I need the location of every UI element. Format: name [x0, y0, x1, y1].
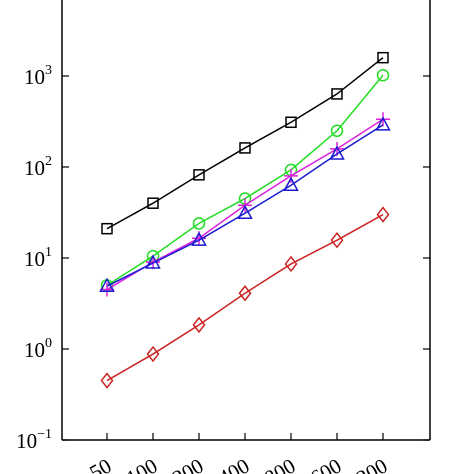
marker — [239, 142, 251, 154]
marker — [237, 204, 253, 220]
series-line — [106, 124, 384, 287]
y-tick-exponent: 0 — [45, 336, 52, 351]
marker — [100, 372, 114, 389]
marker — [192, 316, 206, 334]
marker — [375, 116, 391, 131]
marker — [238, 285, 252, 302]
series-line — [106, 213, 384, 382]
marker — [284, 255, 298, 273]
marker — [376, 206, 390, 223]
y-tick-base: 10 — [24, 247, 45, 271]
x-tick-label: 50 — [85, 454, 115, 474]
y-tick-base: 10 — [24, 156, 45, 180]
marker — [147, 197, 159, 209]
x-tick-label: 1600 — [297, 454, 345, 474]
x-tick-label: 3200 — [343, 454, 391, 474]
y-tick-base: 10 — [24, 65, 45, 89]
marker — [283, 176, 299, 192]
marker — [285, 116, 297, 129]
y-tick-label: 101 — [24, 245, 52, 271]
marker — [101, 222, 113, 235]
marker — [193, 169, 205, 181]
y-tick-exponent: 3 — [45, 63, 52, 78]
marker — [329, 145, 345, 160]
x-tick-label: 800 — [260, 454, 299, 474]
marker — [377, 51, 389, 64]
y-tick-label: 100 — [24, 336, 52, 362]
x-tick-label: 100 — [122, 454, 161, 474]
marker — [284, 168, 298, 183]
marker — [376, 68, 390, 82]
marker — [330, 231, 344, 249]
series-line — [106, 57, 384, 230]
y-tick-base: 10 — [24, 338, 45, 362]
y-tick-label: 103 — [24, 63, 52, 89]
y-tick-label: 10−1 — [16, 427, 52, 453]
marker — [192, 217, 206, 230]
y-tick-exponent: 1 — [45, 245, 52, 260]
marker — [145, 254, 161, 269]
x-tick-label: 400 — [214, 454, 253, 474]
marker — [100, 282, 114, 297]
marker — [331, 88, 343, 100]
y-tick-label: 102 — [24, 154, 52, 180]
y-tick-exponent: 2 — [45, 154, 52, 169]
marker — [146, 345, 160, 363]
marker — [330, 124, 344, 138]
x-tick-label: 200 — [168, 454, 207, 474]
marker — [99, 277, 115, 292]
y-tick-base: 10 — [16, 429, 37, 453]
marker — [191, 231, 207, 246]
y-tick-exponent: −1 — [37, 427, 52, 442]
